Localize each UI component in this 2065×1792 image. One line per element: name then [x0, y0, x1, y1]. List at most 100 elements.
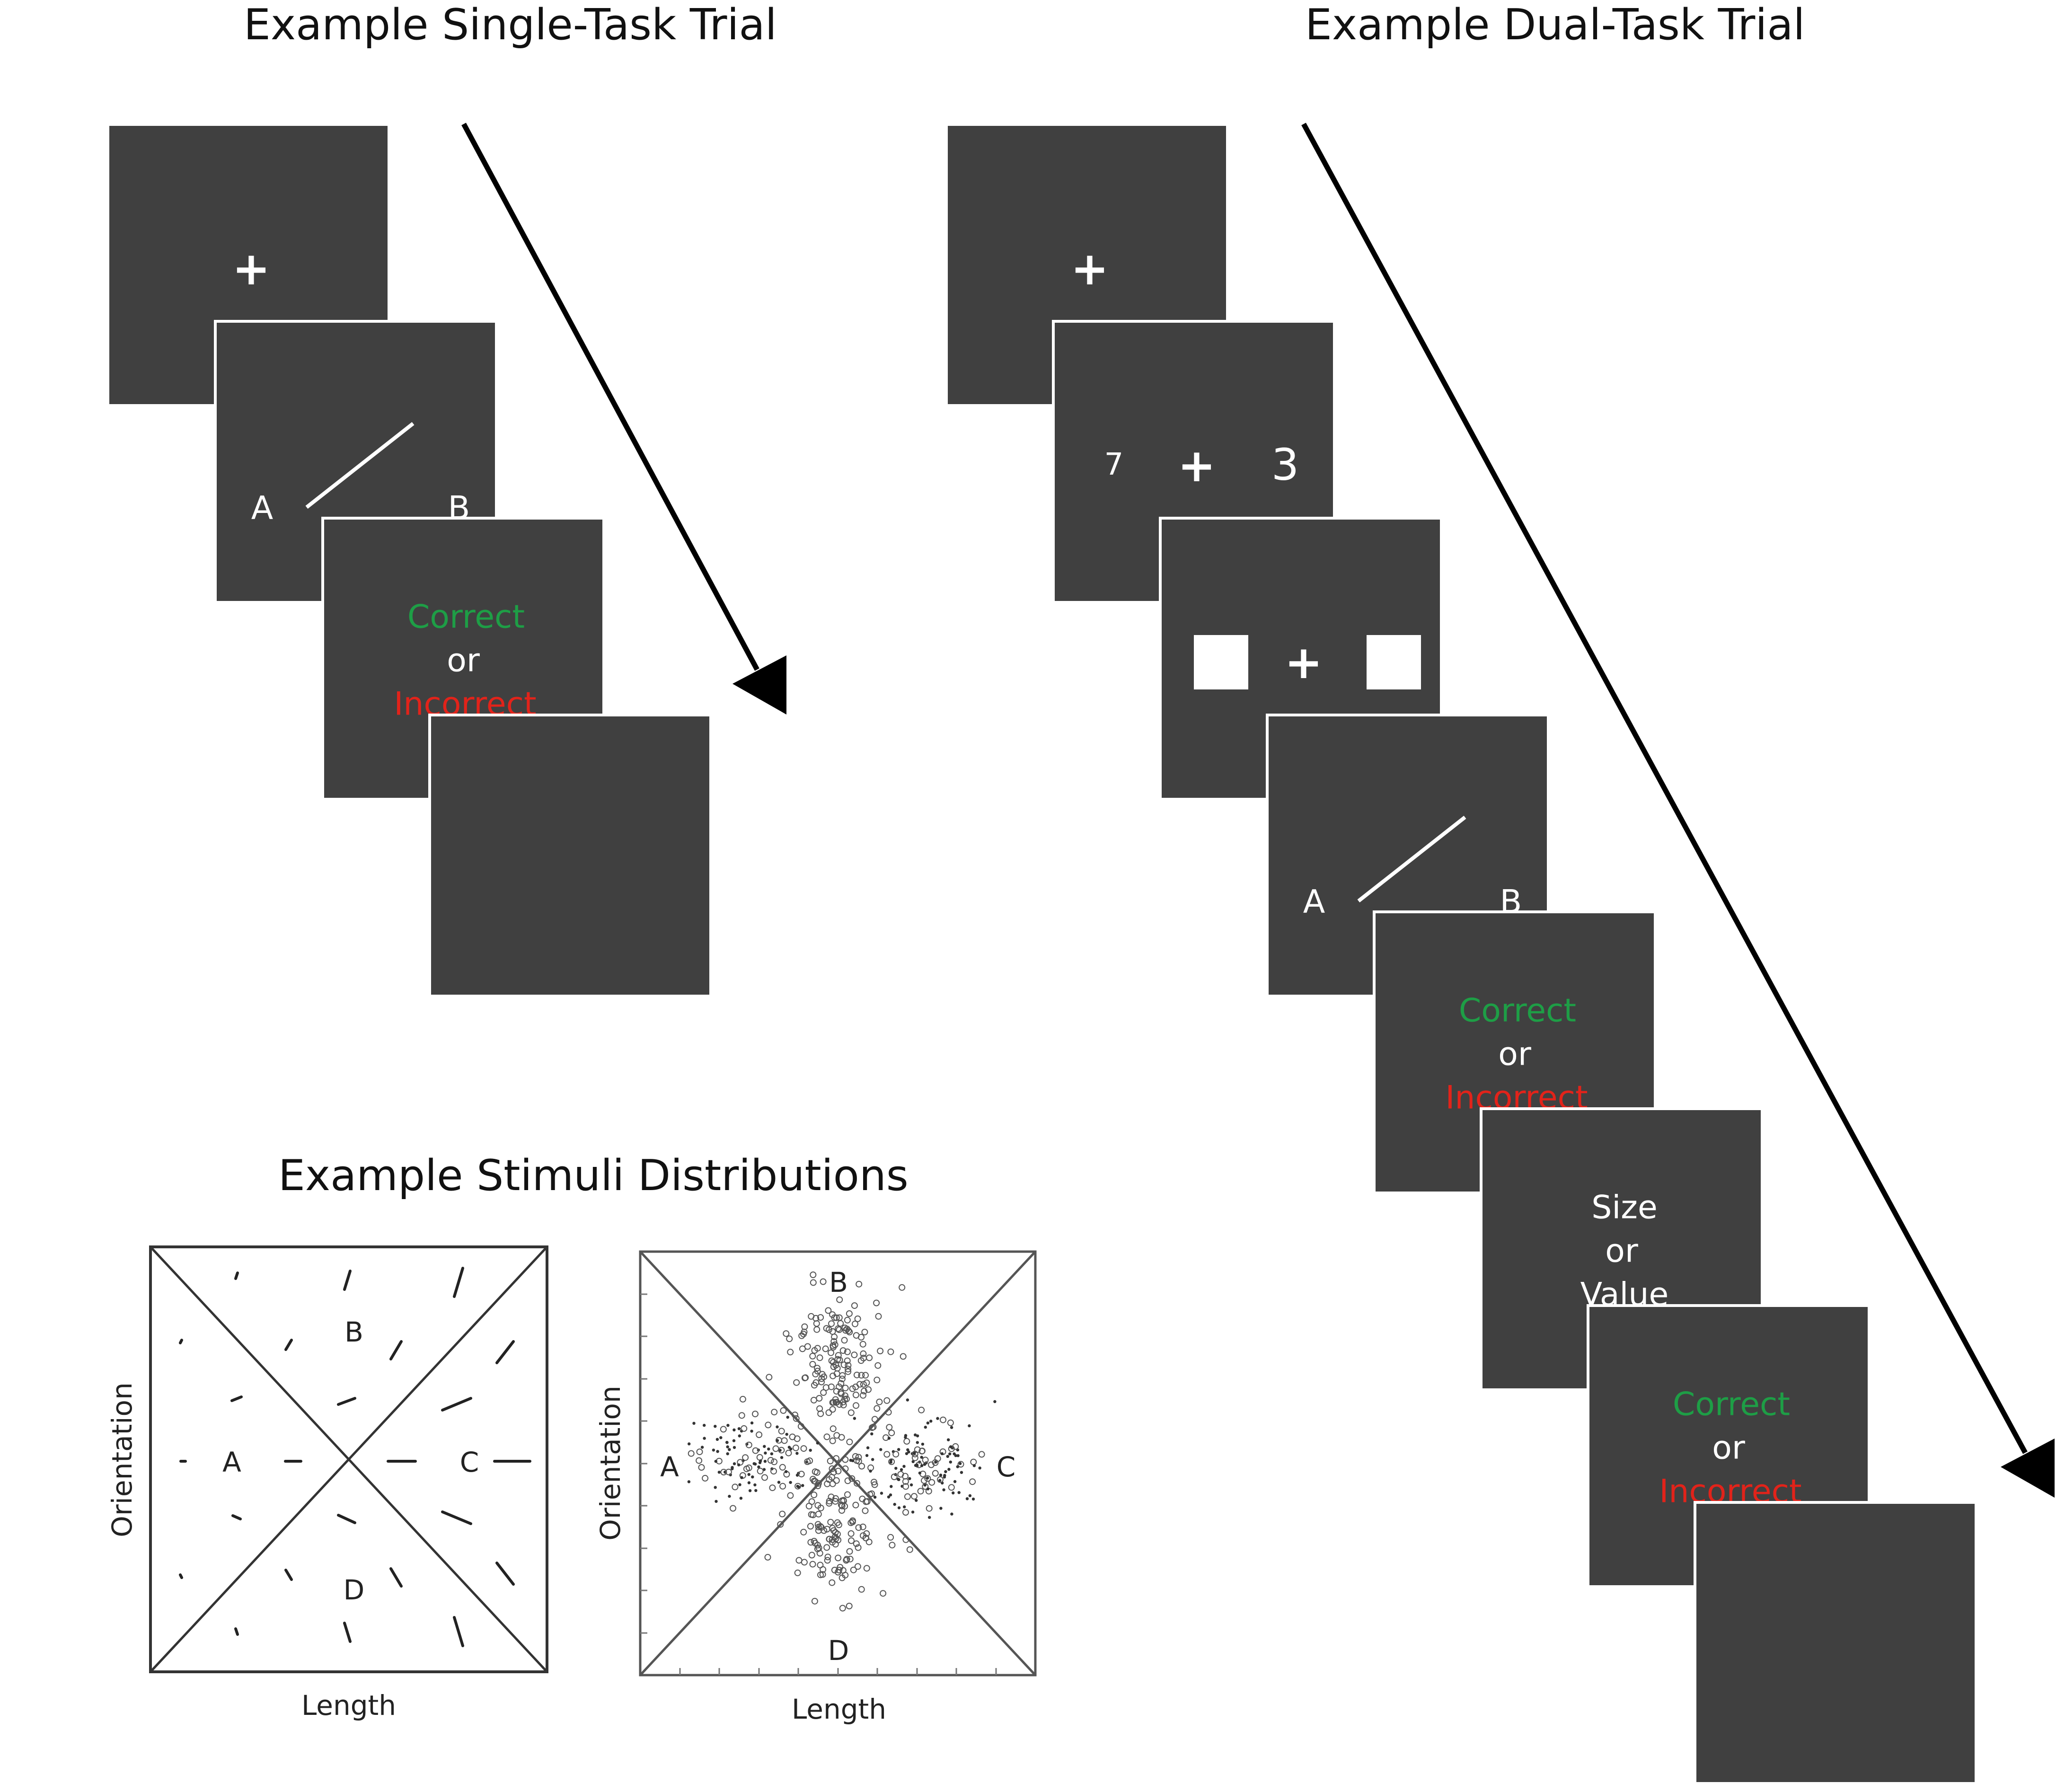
scatter-point: [812, 1540, 819, 1546]
fixation-cross: +: [1284, 636, 1323, 689]
scatter-point: [747, 1473, 750, 1476]
right-plot-xlabel: Length: [791, 1693, 887, 1725]
scatter-point: [949, 1460, 953, 1464]
right-plot-label-a: A: [660, 1451, 679, 1483]
right-plot-label-c: C: [996, 1451, 1016, 1483]
scatter-point: [972, 1464, 976, 1467]
scatter-point: [815, 1510, 822, 1518]
left-plot: [149, 1245, 548, 1673]
scatter-point: [835, 1536, 842, 1544]
scatter-point: [958, 1462, 962, 1465]
scatter-point: [714, 1425, 717, 1428]
scatter-point: [828, 1320, 835, 1327]
scatter-point: [845, 1368, 852, 1375]
scatter-point: [853, 1332, 860, 1339]
scatter-point: [836, 1296, 843, 1303]
scatter-point: [842, 1456, 849, 1463]
scatter-point: [817, 1410, 824, 1417]
scatter-point: [841, 1324, 848, 1332]
scatter-point: [720, 1469, 727, 1475]
scatter-point: [847, 1530, 855, 1537]
scatter-point: [789, 1447, 793, 1451]
scatter-point: [799, 1345, 806, 1352]
scatter-point: [939, 1474, 943, 1477]
scatter-point: [844, 1357, 851, 1364]
scatter-point: [874, 1405, 881, 1412]
scatter-point: [725, 1441, 729, 1444]
scatter-point: [917, 1488, 924, 1495]
scatter-point: [829, 1406, 836, 1413]
scatter-point: [776, 1439, 779, 1442]
scatter-point: [968, 1424, 971, 1428]
scatter-point: [848, 1537, 855, 1544]
scatter-point: [725, 1468, 732, 1475]
scatter-point: [907, 1450, 910, 1454]
scatter-point: [815, 1527, 822, 1534]
left-plot-stimulus-lines: [179, 1267, 531, 1647]
scatter-point: [849, 1518, 856, 1526]
scatter-point: [771, 1409, 778, 1416]
scatter-point: [795, 1474, 799, 1477]
dual-time-arrow-head: [2001, 1439, 2055, 1498]
scatter-point: [737, 1427, 741, 1430]
scatter-point: [810, 1475, 816, 1483]
scatter-point: [770, 1468, 777, 1475]
scatter-point: [849, 1385, 856, 1392]
scatter-point: [772, 1445, 779, 1452]
scatter-point: [897, 1471, 904, 1478]
fixation-cross: +: [1070, 242, 1109, 295]
scatter-point: [766, 1374, 773, 1381]
feedback-or: or: [1712, 1429, 1745, 1467]
scatter-point: [726, 1452, 729, 1456]
scatter-point: [817, 1562, 824, 1569]
scatter-point: [726, 1445, 729, 1448]
scatter-point: [947, 1419, 954, 1426]
scatter-point: [830, 1425, 837, 1432]
scatter-point: [809, 1361, 816, 1368]
scatter-point: [844, 1316, 851, 1324]
dual-time-arrow-line: [1301, 123, 2028, 1454]
scatter-point: [779, 1510, 786, 1518]
scatter-point: [813, 1469, 821, 1476]
scatter-point: [926, 1476, 929, 1480]
scatter-point: [852, 1501, 859, 1509]
scatter-point: [902, 1478, 909, 1485]
scatter-point: [902, 1509, 909, 1516]
scatter-point: [785, 1470, 788, 1474]
scatter-point: [943, 1475, 946, 1479]
scatter-point: [887, 1348, 894, 1355]
scatter-point: [703, 1423, 706, 1427]
scatter-point: [902, 1465, 906, 1468]
scatter-point: [820, 1278, 827, 1285]
scatter-point: [763, 1445, 766, 1448]
scatter-point: [926, 1505, 933, 1512]
scatter-point: [715, 1500, 718, 1503]
scatter-point: [858, 1463, 865, 1470]
scatter-point: [816, 1550, 823, 1557]
scatter-point: [794, 1483, 802, 1490]
scatter-point: [942, 1488, 945, 1492]
scatter-point: [846, 1548, 853, 1555]
scatter-point: [752, 1447, 759, 1454]
scatter-point: [836, 1401, 843, 1408]
scatter-point: [797, 1485, 801, 1489]
scatter-point: [714, 1486, 717, 1489]
scatter-point: [965, 1497, 969, 1501]
scatter-point: [742, 1454, 749, 1461]
scatter-point: [900, 1353, 907, 1360]
scatter-point: [857, 1357, 865, 1364]
scatter-point: [903, 1505, 906, 1509]
scatter-point: [777, 1521, 784, 1528]
scatter-point: [839, 1605, 846, 1612]
scatter-point: [862, 1372, 869, 1379]
scatter-point: [700, 1446, 704, 1449]
scatter-point: [883, 1451, 891, 1458]
scatter-point: [828, 1357, 835, 1364]
scatter-point: [971, 1497, 975, 1501]
scatter-point: [887, 1495, 891, 1499]
scatter-point: [832, 1495, 839, 1502]
scatter-point: [950, 1426, 953, 1429]
scatter-point: [888, 1458, 895, 1465]
scatter-point: [823, 1325, 830, 1332]
scatter-point: [814, 1365, 821, 1372]
